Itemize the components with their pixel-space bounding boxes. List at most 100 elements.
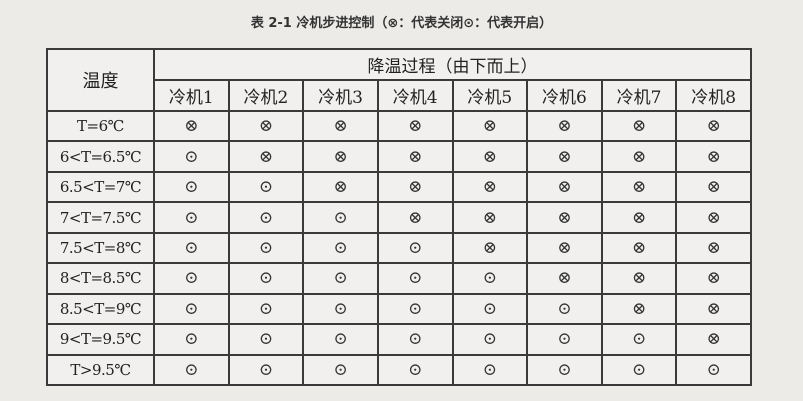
chiller-on-icon: ⊙ [153, 231, 230, 265]
header-row-2: 冷机1 冷机2 冷机3 冷机4 冷机5 冷机6 冷机7 冷机8 [47, 79, 752, 112]
chiller-off-icon: ⊗ [526, 231, 603, 265]
chiller-off-icon: ⊗ [302, 140, 379, 173]
chiller-header-8: 冷机8 [675, 79, 752, 112]
process-header: 降温过程（由下而上） [153, 48, 752, 81]
temperature-cell: 7.5<T=8℃ [46, 231, 155, 265]
chiller-off-icon: ⊗ [451, 140, 529, 173]
chiller-off-icon: ⊗ [675, 323, 752, 356]
temperature-header: 温度 [46, 48, 155, 112]
chiller-off-icon: ⊗ [600, 170, 678, 204]
chiller-on-icon: ⊙ [227, 201, 305, 234]
chiller-on-icon: ⊙ [302, 323, 379, 356]
chiller-off-icon: ⊗ [302, 109, 379, 143]
chiller-on-icon: ⊙ [451, 353, 529, 386]
chiller-on-icon: ⊙ [153, 323, 230, 356]
table-caption: 表 2-1 冷机步进控制（⊗：代表关闭⊙：代表开启） [250, 16, 553, 31]
chiller-off-icon: ⊗ [526, 262, 603, 295]
chiller-on-icon: ⊙ [451, 262, 529, 295]
chiller-off-icon: ⊗ [675, 231, 752, 265]
chiller-off-icon: ⊗ [526, 170, 603, 204]
chiller-on-icon: ⊙ [302, 262, 379, 295]
chiller-off-icon: ⊗ [600, 292, 678, 326]
chiller-on-icon: ⊙ [227, 353, 305, 386]
table-body: T=6℃ ⊗ ⊗ ⊗ ⊗ ⊗ ⊗ ⊗ ⊗ 6<T=6.5℃ ⊙ ⊗ ⊗ ⊗ ⊗ ⊗ ⊗ ⊗ 6.5<T=7℃ ⊙ ⊙ ⊗ ⊗… [46, 109, 752, 386]
chiller-off-icon: ⊗ [600, 262, 678, 295]
chiller-on-icon: ⊙ [153, 201, 230, 234]
table-row: 7.5<T=8℃ ⊙ ⊙ ⊙ ⊙ ⊗ ⊗ ⊗ ⊗ [46, 231, 752, 265]
chiller-header-5: 冷机5 [451, 79, 529, 112]
chiller-on-icon: ⊙ [153, 170, 230, 204]
chiller-on-icon: ⊙ [376, 323, 454, 356]
chiller-off-icon: ⊗ [376, 201, 454, 234]
chiller-on-icon: ⊙ [376, 292, 454, 326]
table-row: T=6℃ ⊗ ⊗ ⊗ ⊗ ⊗ ⊗ ⊗ ⊗ [46, 109, 752, 143]
chiller-off-icon: ⊗ [675, 201, 752, 234]
chiller-off-icon: ⊗ [227, 140, 305, 173]
temperature-cell: T=6℃ [46, 109, 155, 143]
chiller-off-icon: ⊗ [675, 292, 752, 326]
chiller-on-icon: ⊙ [376, 231, 454, 265]
temperature-cell: 7<T=7.5℃ [46, 201, 155, 234]
header-row-1: 温度 降温过程（由下而上） [46, 48, 752, 112]
chiller-off-icon: ⊗ [675, 170, 752, 204]
temperature-cell: 9<T=9.5℃ [46, 323, 155, 356]
chiller-off-icon: ⊗ [451, 201, 529, 234]
chiller-on-icon: ⊙ [600, 353, 678, 386]
temperature-cell: T>9.5℃ [46, 353, 155, 386]
chiller-off-icon: ⊗ [600, 201, 678, 234]
chiller-on-icon: ⊙ [600, 323, 678, 356]
chiller-header-1: 冷机1 [153, 79, 230, 112]
chiller-header-4: 冷机4 [376, 79, 454, 112]
chiller-on-icon: ⊙ [302, 353, 379, 386]
chiller-on-icon: ⊙ [153, 353, 230, 386]
temperature-cell: 6<T=6.5℃ [46, 140, 155, 173]
temperature-cell: 8<T=8.5℃ [46, 262, 155, 295]
chiller-off-icon: ⊗ [153, 109, 230, 143]
chiller-on-icon: ⊙ [526, 323, 603, 356]
chiller-on-icon: ⊙ [376, 353, 454, 386]
chiller-on-icon: ⊙ [451, 323, 529, 356]
chiller-off-icon: ⊗ [675, 262, 752, 295]
chiller-on-icon: ⊙ [227, 170, 305, 204]
chiller-off-icon: ⊗ [600, 109, 678, 143]
chiller-header-6: 冷机6 [526, 79, 603, 112]
chiller-on-icon: ⊙ [526, 292, 603, 326]
chiller-on-icon: ⊙ [227, 292, 305, 326]
chiller-off-icon: ⊗ [526, 140, 603, 173]
chiller-header-3: 冷机3 [302, 79, 379, 112]
table-row: 7<T=7.5℃ ⊙ ⊙ ⊙ ⊗ ⊗ ⊗ ⊗ ⊗ [46, 201, 752, 234]
table-row: 6<T=6.5℃ ⊙ ⊗ ⊗ ⊗ ⊗ ⊗ ⊗ ⊗ [46, 140, 752, 173]
chiller-off-icon: ⊗ [526, 109, 603, 143]
chiller-off-icon: ⊗ [376, 109, 454, 143]
table-row: 6.5<T=7℃ ⊙ ⊙ ⊗ ⊗ ⊗ ⊗ ⊗ ⊗ [46, 170, 752, 204]
chiller-on-icon: ⊙ [227, 231, 305, 265]
chiller-on-icon: ⊙ [376, 262, 454, 295]
chiller-off-icon: ⊗ [302, 170, 379, 204]
chiller-off-icon: ⊗ [675, 109, 752, 143]
chiller-off-icon: ⊗ [451, 109, 529, 143]
table-row: 8<T=8.5℃ ⊙ ⊙ ⊙ ⊙ ⊙ ⊗ ⊗ ⊗ [46, 262, 752, 295]
chiller-step-control-table: 温度 降温过程（由下而上） 冷机1 冷机2 冷机3 冷机4 冷机5 冷机6 冷机7 冷机8 T… [46, 48, 752, 386]
chiller-on-icon: ⊙ [302, 231, 379, 265]
table-row: 9<T=9.5℃ ⊙ ⊙ ⊙ ⊙ ⊙ ⊙ ⊙ ⊗ [46, 323, 752, 356]
table-row: T>9.5℃ ⊙ ⊙ ⊙ ⊙ ⊙ ⊙ ⊙ ⊙ [46, 353, 752, 386]
chiller-on-icon: ⊙ [451, 292, 529, 326]
chiller-on-icon: ⊙ [153, 140, 230, 173]
chiller-off-icon: ⊗ [451, 170, 529, 204]
chiller-on-icon: ⊙ [526, 353, 603, 386]
chiller-header-7: 冷机7 [600, 79, 678, 112]
chiller-off-icon: ⊗ [600, 140, 678, 173]
chiller-off-icon: ⊗ [451, 231, 529, 265]
chiller-on-icon: ⊙ [302, 201, 379, 234]
chiller-on-icon: ⊙ [302, 292, 379, 326]
chiller-header-2: 冷机2 [227, 79, 305, 112]
chiller-off-icon: ⊗ [675, 140, 752, 173]
chiller-off-icon: ⊗ [227, 109, 305, 143]
temperature-cell: 6.5<T=7℃ [46, 170, 155, 204]
chiller-on-icon: ⊙ [153, 262, 230, 295]
table-row: 8.5<T=9℃ ⊙ ⊙ ⊙ ⊙ ⊙ ⊙ ⊗ ⊗ [46, 292, 752, 326]
temperature-cell: 8.5<T=9℃ [46, 292, 155, 326]
chiller-on-icon: ⊙ [153, 292, 230, 326]
chiller-on-icon: ⊙ [227, 323, 305, 356]
chiller-off-icon: ⊗ [526, 201, 603, 234]
